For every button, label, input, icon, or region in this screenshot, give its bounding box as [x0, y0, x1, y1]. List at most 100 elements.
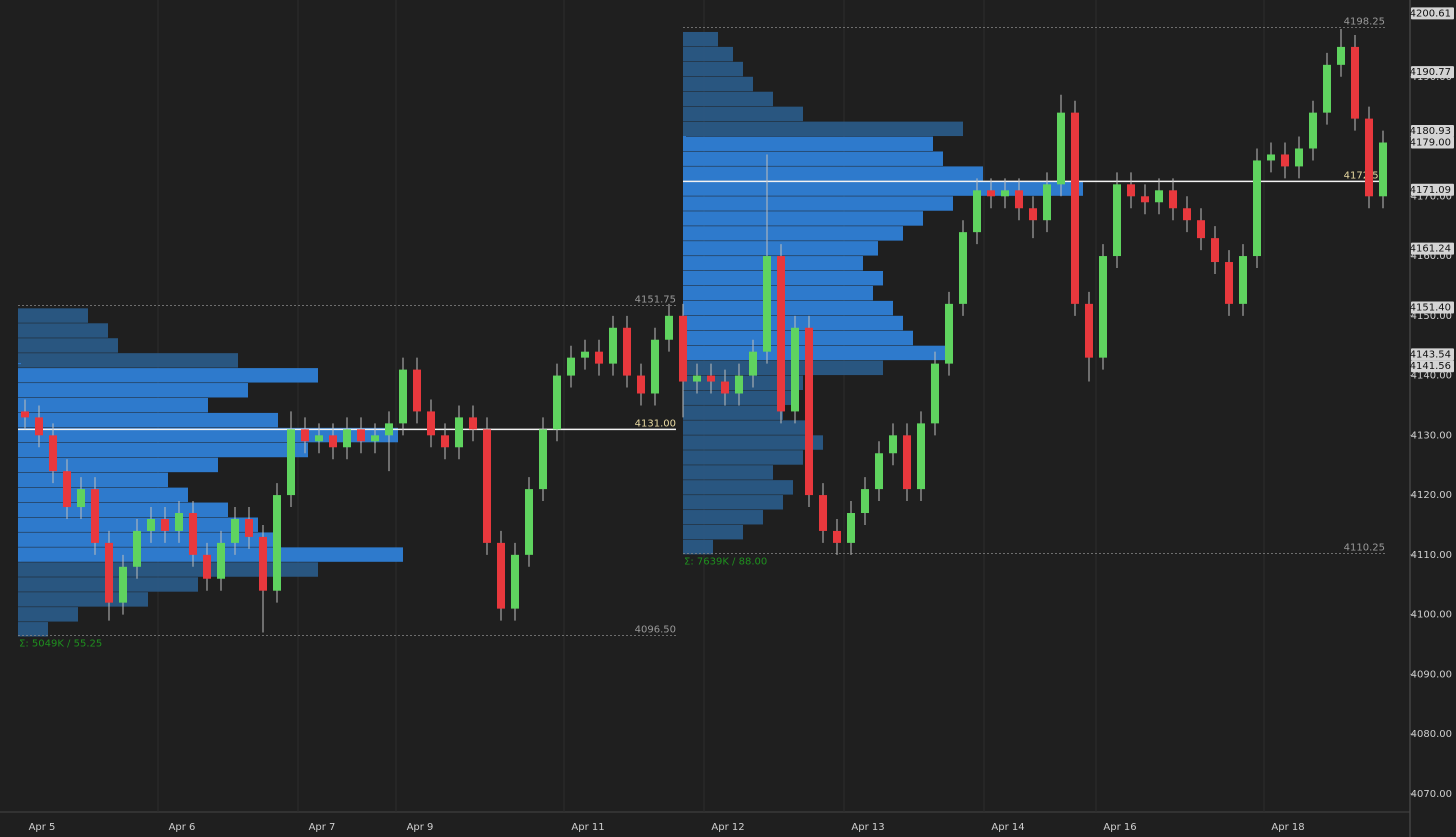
price-marker — [1411, 136, 1454, 149]
profile-bar — [683, 31, 718, 47]
profile-bar — [683, 196, 953, 211]
candle-body — [903, 435, 911, 490]
x-tick-label: Apr 6 — [169, 822, 196, 833]
price-marker-label: 4180.93 — [1410, 126, 1451, 137]
candle-body — [1211, 238, 1219, 263]
candle-body — [665, 315, 673, 340]
profile-bar — [683, 450, 803, 465]
candle-body — [91, 489, 99, 543]
candle-body — [1253, 160, 1261, 257]
candle-body — [273, 495, 281, 591]
candle-body — [511, 554, 519, 609]
candle-body — [609, 327, 617, 364]
profile-bar — [683, 405, 783, 420]
candle-body — [693, 375, 701, 382]
profile-bar — [683, 465, 773, 480]
candle-body — [77, 489, 85, 508]
y-tick-label: 4070.00 — [1411, 789, 1452, 800]
price-marker — [1411, 360, 1454, 373]
candle-body — [875, 453, 883, 490]
profile-bar — [18, 472, 168, 488]
candle-body — [847, 513, 855, 543]
profile-summary: Σ: 5049K / 55.25 — [19, 639, 102, 650]
candle-body — [217, 542, 225, 579]
candle-body — [105, 542, 113, 603]
profile-bar — [683, 106, 803, 122]
candle-body — [161, 518, 169, 531]
profile-bar — [18, 457, 218, 473]
candle-body — [637, 375, 645, 394]
price-marker — [1411, 183, 1454, 196]
candle-body — [259, 536, 267, 591]
candle-body — [1379, 142, 1387, 197]
profile-bar — [683, 46, 733, 62]
candle-body — [329, 435, 337, 448]
profile-bar — [683, 315, 903, 331]
candle-body — [959, 232, 967, 304]
candle-body — [973, 190, 981, 233]
candle-body — [525, 489, 533, 555]
price-marker-label: 4179.00 — [1410, 138, 1451, 149]
candle-body — [427, 411, 435, 436]
profile-bar — [683, 181, 1083, 196]
profile-bar — [683, 121, 963, 137]
x-tick-label: Apr 14 — [991, 822, 1024, 833]
y-tick-label: 4130.00 — [1411, 430, 1452, 441]
candle-body — [987, 190, 995, 197]
candle-body — [1197, 220, 1205, 239]
profile-bar — [683, 495, 783, 510]
profile-bar — [18, 397, 208, 413]
x-tick-label: Apr 5 — [29, 822, 56, 833]
candle-body — [833, 530, 841, 543]
profile-bar — [683, 76, 753, 92]
candle-body — [1015, 190, 1023, 209]
profile-bar — [683, 226, 903, 241]
candle-body — [1085, 303, 1093, 358]
candle-body — [343, 429, 351, 448]
profile-bar — [18, 412, 278, 428]
candle-body — [1295, 148, 1303, 167]
candle-body — [763, 256, 771, 352]
candle-body — [203, 554, 211, 579]
candle-body — [147, 518, 155, 531]
candle-body — [49, 435, 57, 472]
candle-body — [861, 489, 869, 514]
y-tick-label: 4110.00 — [1411, 550, 1452, 561]
profile-bar — [683, 151, 943, 166]
price-marker — [1411, 124, 1454, 137]
candle-body — [931, 363, 939, 424]
profile-bar — [18, 353, 238, 368]
price-marker-label: 4171.09 — [1410, 185, 1451, 196]
profile-bar — [683, 136, 933, 151]
profile-bar — [683, 435, 823, 450]
candle-body — [441, 435, 449, 448]
profile-bar — [683, 524, 743, 540]
candle-body — [63, 471, 71, 508]
profile-bar — [683, 91, 773, 107]
candle-body — [1155, 190, 1163, 203]
y-tick-label: 4150.00 — [1411, 311, 1452, 322]
profile-bar — [683, 300, 893, 316]
y-tick-label: 4120.00 — [1411, 490, 1452, 501]
x-tick-label: Apr 16 — [1103, 822, 1136, 833]
candle-body — [1071, 112, 1079, 304]
candle-body — [1183, 208, 1191, 221]
x-tick-label: Apr 9 — [407, 822, 434, 833]
profile-bar — [683, 480, 793, 495]
price-marker-label: 4151.40 — [1410, 302, 1451, 313]
candle-body — [455, 417, 463, 448]
candle-body — [1239, 256, 1247, 304]
candle-body — [301, 429, 309, 442]
candle-body — [707, 375, 715, 382]
profile-bar — [18, 532, 278, 547]
profile-bar — [683, 539, 713, 555]
candle-body — [945, 303, 953, 364]
candle-body — [21, 411, 29, 418]
price-marker — [1411, 348, 1454, 361]
candle-body — [357, 429, 365, 442]
profile-bar — [18, 517, 258, 532]
profile-bar — [683, 510, 763, 525]
profile-bar — [18, 607, 78, 622]
candle-body — [497, 542, 505, 609]
candle-body — [735, 375, 743, 394]
